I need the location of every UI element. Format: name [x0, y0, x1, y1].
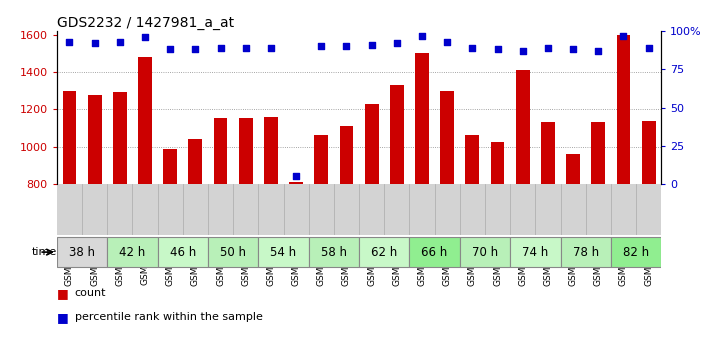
- Bar: [616, 35, 631, 184]
- Point: [391, 40, 402, 46]
- Bar: [515, 70, 530, 184]
- Point: [64, 39, 75, 45]
- Point: [618, 33, 629, 38]
- Point: [517, 48, 528, 54]
- Point: [190, 47, 201, 52]
- Point: [592, 48, 604, 54]
- Point: [341, 43, 352, 49]
- Bar: [264, 117, 278, 184]
- Bar: [566, 154, 580, 184]
- Bar: [188, 139, 203, 184]
- Bar: [466, 135, 479, 184]
- Bar: [359, 237, 410, 267]
- Point: [265, 45, 277, 51]
- Point: [240, 45, 252, 51]
- Bar: [440, 91, 454, 184]
- Bar: [491, 142, 505, 184]
- Bar: [213, 118, 228, 184]
- Bar: [560, 237, 611, 267]
- Point: [492, 47, 503, 52]
- Bar: [164, 149, 177, 184]
- Text: 66 h: 66 h: [422, 246, 448, 259]
- Text: percentile rank within the sample: percentile rank within the sample: [75, 313, 262, 322]
- Bar: [208, 237, 258, 267]
- Text: time: time: [31, 247, 57, 257]
- Text: 58 h: 58 h: [321, 246, 347, 259]
- Bar: [611, 237, 661, 267]
- Bar: [258, 237, 309, 267]
- Point: [114, 39, 126, 45]
- Bar: [87, 95, 102, 184]
- Point: [139, 34, 151, 40]
- Point: [466, 45, 478, 51]
- Bar: [390, 85, 404, 184]
- Point: [290, 174, 301, 179]
- Point: [89, 40, 100, 46]
- Text: 46 h: 46 h: [170, 246, 196, 259]
- Text: GDS2232 / 1427981_a_at: GDS2232 / 1427981_a_at: [57, 16, 234, 30]
- Point: [643, 45, 654, 51]
- Text: 38 h: 38 h: [69, 246, 95, 259]
- Bar: [63, 91, 76, 184]
- Point: [215, 45, 226, 51]
- Text: 62 h: 62 h: [371, 246, 397, 259]
- Text: 74 h: 74 h: [522, 246, 548, 259]
- Text: ■: ■: [57, 311, 73, 324]
- Bar: [289, 182, 303, 184]
- Point: [417, 33, 428, 38]
- Point: [366, 42, 378, 48]
- Bar: [309, 237, 359, 267]
- Text: 50 h: 50 h: [220, 246, 246, 259]
- Bar: [340, 126, 353, 184]
- Point: [316, 43, 327, 49]
- Bar: [541, 121, 555, 184]
- Bar: [113, 92, 127, 184]
- Text: 82 h: 82 h: [623, 246, 649, 259]
- Bar: [460, 237, 510, 267]
- Text: count: count: [75, 288, 106, 298]
- Point: [567, 47, 579, 52]
- Bar: [642, 121, 656, 184]
- Bar: [415, 53, 429, 184]
- Text: 42 h: 42 h: [119, 246, 146, 259]
- Bar: [410, 237, 460, 267]
- Point: [442, 39, 453, 45]
- Bar: [57, 237, 107, 267]
- Text: ■: ■: [57, 287, 73, 300]
- Bar: [239, 118, 252, 184]
- Text: 70 h: 70 h: [472, 246, 498, 259]
- Point: [542, 45, 554, 51]
- Bar: [365, 104, 378, 184]
- Bar: [592, 121, 605, 184]
- Bar: [510, 237, 560, 267]
- Bar: [314, 135, 328, 184]
- Bar: [138, 57, 152, 184]
- Bar: [158, 237, 208, 267]
- Point: [164, 47, 176, 52]
- Bar: [107, 237, 158, 267]
- Text: 78 h: 78 h: [572, 246, 599, 259]
- Text: 54 h: 54 h: [270, 246, 296, 259]
